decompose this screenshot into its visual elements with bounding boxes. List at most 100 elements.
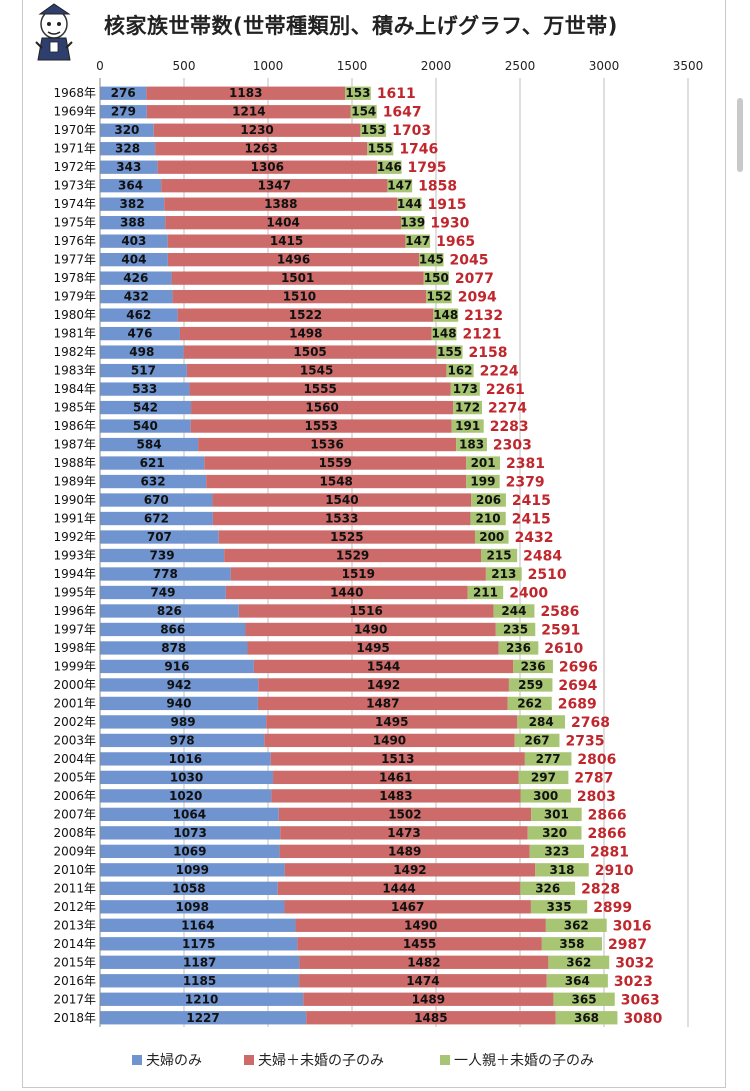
bar-segment-1 <box>100 696 258 711</box>
data-label-series2: 1510 <box>283 290 316 304</box>
y-category-label: 1975年 <box>53 216 96 230</box>
data-label-series3: 259 <box>518 678 543 692</box>
bar-segment-2 <box>164 197 398 211</box>
data-label-series2: 1522 <box>289 308 322 322</box>
bar-segment-1 <box>100 530 219 544</box>
data-label-series3: 191 <box>455 419 480 433</box>
total-label: 2866 <box>588 807 627 823</box>
y-category-label: 1977年 <box>53 253 96 267</box>
bar-segment-1 <box>100 974 300 988</box>
data-label-series3: 326 <box>535 881 560 895</box>
bar-segment-2 <box>253 659 514 674</box>
bar-segment-1 <box>100 345 184 359</box>
bar-segment-3 <box>436 345 463 359</box>
total-label: 2910 <box>595 863 634 879</box>
data-label-series2: 1440 <box>330 585 363 599</box>
bar-segment-1 <box>100 770 274 785</box>
bar-segment-2 <box>167 234 406 248</box>
y-category-label: 1995年 <box>53 585 96 599</box>
bar-segment-1 <box>100 197 165 211</box>
y-category-label: 2014年 <box>53 937 96 951</box>
total-label: 2381 <box>506 456 545 472</box>
total-label: 3080 <box>623 1011 662 1027</box>
data-label-series2: 1473 <box>387 826 420 840</box>
data-label-series3: 139 <box>400 216 425 230</box>
data-label-series3: 155 <box>368 142 393 156</box>
y-category-label: 2018年 <box>53 1011 96 1025</box>
bar-segment-3 <box>474 530 509 544</box>
bar-segment-2 <box>153 123 361 137</box>
bar-segment-3 <box>531 807 582 822</box>
data-label-series3: 358 <box>559 937 584 951</box>
y-category-label: 1976年 <box>53 234 96 248</box>
bar-segment-3 <box>527 826 582 840</box>
bar-segment-1 <box>100 511 213 526</box>
bar-segment-2 <box>245 622 496 637</box>
bar-segment-1 <box>100 622 246 637</box>
data-label-series3: 297 <box>531 770 556 784</box>
data-label-series2: 1525 <box>330 530 363 544</box>
total-label: 1647 <box>383 105 422 121</box>
total-label: 3016 <box>613 918 652 934</box>
bar-segment-2 <box>299 974 547 988</box>
bar-segment-3 <box>431 326 457 341</box>
bar-segment-3 <box>360 123 387 137</box>
y-category-label: 2017年 <box>53 992 96 1006</box>
legend-swatch-series2 <box>244 1055 254 1065</box>
data-label-series3: 146 <box>377 160 402 174</box>
data-label-series3: 320 <box>542 826 567 840</box>
data-label-series1: 462 <box>126 308 151 322</box>
y-category-label: 2000年 <box>53 678 96 692</box>
bar-segment-1 <box>100 1011 307 1025</box>
data-label-series1: 866 <box>160 622 185 636</box>
bar-segment-3 <box>553 992 615 1006</box>
data-label-series1: 432 <box>124 290 149 304</box>
bar-segment-3 <box>535 863 589 877</box>
bar-segment-1 <box>100 678 259 692</box>
bar-segment-1 <box>100 992 304 1006</box>
total-label: 3063 <box>621 992 660 1008</box>
data-label-series1: 1164 <box>181 918 214 932</box>
data-label-series1: 778 <box>153 567 178 581</box>
bar-segment-2 <box>279 844 530 858</box>
scrollbar-thumb[interactable] <box>737 98 743 172</box>
data-label-series2: 1492 <box>393 863 426 877</box>
y-category-label: 1970年 <box>53 123 96 137</box>
data-label-series3: 144 <box>397 197 422 211</box>
bar-segment-2 <box>230 567 486 581</box>
data-label-series2: 1533 <box>325 512 358 526</box>
data-label-series2: 1347 <box>258 179 291 193</box>
total-label: 2415 <box>512 512 551 528</box>
y-category-label: 2006年 <box>53 789 96 803</box>
data-label-series2: 1496 <box>277 253 310 267</box>
bar-segment-1 <box>100 585 226 600</box>
bar-segment-2 <box>191 400 454 415</box>
data-label-series1: 739 <box>150 549 175 563</box>
data-label-series2: 1492 <box>367 678 400 692</box>
bar-segment-2 <box>167 253 420 267</box>
data-label-series3: 201 <box>471 456 496 470</box>
data-label-series3: 362 <box>564 918 589 932</box>
data-label-series2: 1495 <box>375 715 408 729</box>
total-label: 2735 <box>565 733 604 749</box>
data-label-series2: 1183 <box>229 86 262 100</box>
y-category-label: 2001年 <box>53 696 96 710</box>
data-label-series1: 942 <box>167 678 192 692</box>
bar-segment-2 <box>258 678 509 692</box>
data-label-series1: 826 <box>157 604 182 618</box>
bar-segment-2 <box>271 789 521 803</box>
total-label: 1965 <box>436 234 475 250</box>
legend-item-series3: 一人親＋未婚の子のみ <box>440 1050 594 1070</box>
data-label-series2: 1490 <box>354 622 387 636</box>
data-label-series3: 235 <box>503 622 528 636</box>
data-label-series1: 940 <box>166 696 191 710</box>
legend-item-series1: 夫婦のみ <box>132 1050 202 1070</box>
y-category-label: 1981年 <box>53 327 96 341</box>
data-label-series1: 1227 <box>186 1011 219 1025</box>
y-category-label: 1979年 <box>53 290 96 304</box>
data-label-series1: 276 <box>111 86 136 100</box>
bar-segment-1 <box>100 844 280 858</box>
data-label-series1: 989 <box>171 715 196 729</box>
data-label-series3: 183 <box>459 438 484 452</box>
data-label-series3: 150 <box>424 271 449 285</box>
